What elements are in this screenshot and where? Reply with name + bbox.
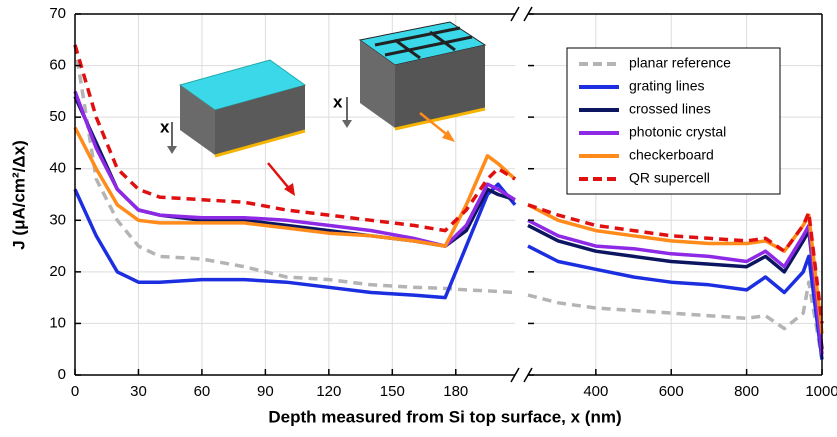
x-tick-label: 600 [659, 383, 684, 400]
axis-break [510, 367, 533, 383]
inset-random: x [160, 59, 307, 196]
panel-border [528, 13, 823, 376]
legend-label: QR supercell [629, 170, 710, 186]
inset-label: x [333, 92, 343, 111]
y-tick-label: 60 [49, 57, 66, 74]
y-tick-label: 30 [49, 211, 66, 228]
x-axis-title: Depth measured from Si top surface, x (n… [268, 407, 621, 426]
legend-label: planar reference [629, 55, 731, 71]
y-tick-label: 50 [49, 108, 66, 125]
y-tick-label: 20 [49, 263, 66, 280]
plot-lines [73, 44, 824, 360]
axes-frame: 0 10 20 30 40 50 60 70 0 30 60 90 120 150 180 400 600 800… [49, 5, 837, 400]
inset-grating: x [333, 21, 487, 142]
series-line [527, 280, 824, 360]
axis-break [510, 6, 533, 22]
legend-box [566, 47, 781, 195]
series-line [73, 90, 516, 248]
legend: planar reference grating lines crossed lin… [566, 47, 781, 195]
y-tick-label: 40 [49, 160, 66, 177]
y-axis-title: J (μA/cm²/Δx) [9, 140, 28, 250]
legend-label: crossed lines [629, 101, 711, 117]
series-line [527, 244, 824, 360]
x-tick-label: 1000 [805, 383, 837, 400]
series-line [73, 182, 517, 300]
series-line [527, 203, 824, 334]
legend-label: photonic crystal [629, 124, 726, 140]
legend-label: grating lines [629, 78, 705, 94]
x-tick-label: 400 [583, 383, 608, 400]
x-tick-label: 800 [734, 383, 759, 400]
y-tick-label: 0 [58, 366, 66, 383]
y-tick-label: 70 [49, 5, 66, 22]
x-tick-label: 60 [194, 383, 211, 400]
x-tick-label: 30 [130, 383, 147, 400]
y-tick-label: 10 [49, 314, 66, 331]
series-line [527, 223, 824, 350]
x-tick-label: 150 [380, 383, 405, 400]
series-line [527, 203, 824, 324]
series-line [527, 218, 824, 355]
panel-border [74, 13, 515, 376]
legend-label: checkerboard [629, 147, 714, 163]
series-line [73, 44, 516, 295]
x-tick-label: 180 [443, 383, 468, 400]
x-tick-label: 0 [71, 383, 79, 400]
x-tick-label: 120 [316, 383, 341, 400]
inset-label: x [160, 117, 170, 136]
series-line [73, 44, 516, 233]
x-tick-label: 90 [257, 383, 274, 400]
series-line [73, 126, 517, 248]
